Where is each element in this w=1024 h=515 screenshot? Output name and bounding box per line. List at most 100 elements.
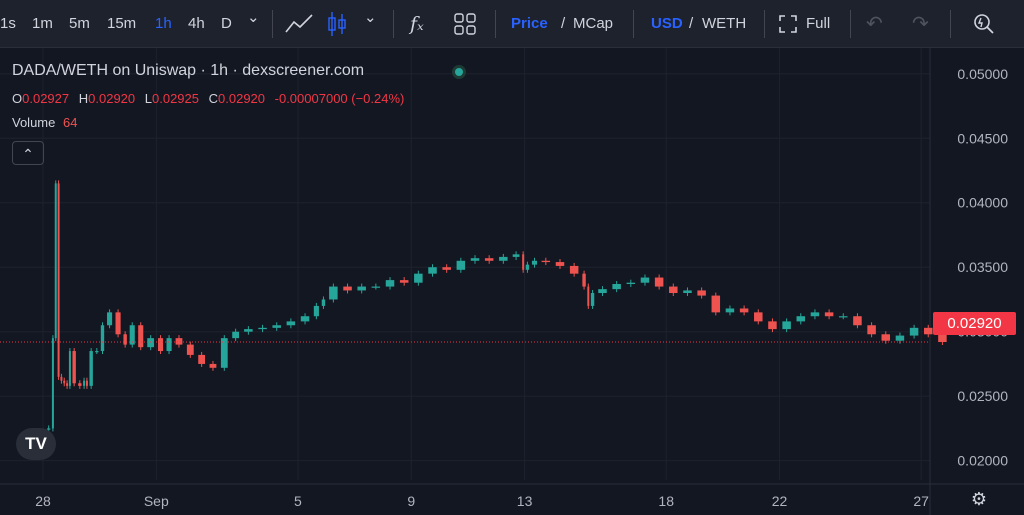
divider	[272, 10, 273, 38]
candle-body	[442, 267, 451, 270]
candle-body	[209, 363, 217, 368]
price-toggle[interactable]: Price	[511, 15, 548, 32]
layout-grid-icon[interactable]	[454, 13, 476, 35]
candle-body	[57, 183, 60, 377]
candle-body	[697, 290, 706, 296]
candle-type-icon[interactable]	[326, 10, 348, 38]
candle-body	[399, 280, 409, 283]
divider	[393, 10, 394, 38]
candle-body	[258, 327, 267, 330]
candle-body	[456, 260, 466, 270]
candle-body	[147, 338, 155, 348]
interval-1m[interactable]: 1m	[32, 15, 53, 32]
interval-4h[interactable]: 4h	[188, 15, 205, 32]
candle-body	[166, 338, 172, 352]
candle-body	[881, 334, 891, 341]
divider	[764, 10, 765, 38]
candle-body	[909, 327, 919, 336]
candle-body	[272, 325, 281, 328]
weth-toggle[interactable]: WETH	[702, 15, 747, 32]
candle-body	[129, 325, 135, 345]
undo-icon[interactable]: ↶	[866, 13, 883, 35]
candle-body	[414, 273, 423, 283]
candle-body	[754, 312, 763, 322]
interval-15m[interactable]: 15m	[107, 15, 137, 32]
candle-body	[768, 321, 777, 330]
candle-body	[175, 338, 183, 345]
candle-body	[796, 316, 806, 322]
candle-body	[329, 286, 338, 300]
candle-body	[286, 321, 296, 326]
candle-body	[115, 312, 121, 335]
y-tick-label: 0.02500	[957, 388, 1008, 404]
y-tick-label: 0.05000	[957, 66, 1008, 82]
candle-body	[839, 316, 848, 318]
candle-body	[186, 344, 194, 355]
divider	[633, 10, 634, 38]
interval-1s[interactable]: 1s	[0, 15, 16, 32]
candle-body	[89, 351, 93, 386]
usd-weth-separator: /	[689, 15, 694, 32]
interval-d[interactable]: D	[221, 15, 232, 32]
line-tool-icon[interactable]	[284, 12, 316, 36]
candle-body	[68, 351, 71, 386]
high-key: H	[78, 91, 89, 106]
x-tick-label: 27	[913, 493, 929, 509]
usd-toggle[interactable]: USD	[651, 15, 683, 32]
price-mcap-separator: /	[561, 15, 566, 32]
screenshot-icon[interactable]	[972, 12, 996, 36]
high-value: 0.02920	[88, 91, 136, 106]
chart-title: DADA/WETH on Uniswap · 1h · dexscreener.…	[12, 62, 365, 79]
open-value: 0.02927	[22, 91, 70, 106]
y-tick-label: 0.02000	[957, 453, 1008, 469]
x-tick-label: 28	[35, 493, 51, 509]
volume-legend: Volume 64	[12, 115, 77, 130]
candle-body	[220, 338, 228, 368]
indicators-fx-icon[interactable]: fₓ	[410, 13, 424, 35]
candle-body	[895, 335, 905, 341]
full-button[interactable]: Full	[806, 15, 831, 32]
candle-body	[83, 380, 86, 386]
candle-body	[100, 325, 105, 352]
candle-body	[555, 262, 565, 266]
candle-body	[123, 334, 127, 345]
open-key: O	[12, 91, 23, 106]
candle-body	[232, 331, 240, 339]
candle-body	[782, 321, 791, 330]
candle-body	[66, 383, 69, 386]
candle-body	[385, 280, 395, 287]
settings-gear-icon[interactable]: ⚙	[970, 489, 988, 509]
interval-5m[interactable]: 5m	[69, 15, 90, 32]
candle-body	[725, 308, 735, 313]
chart-type-chevron-down-icon[interactable]: ⌄	[364, 9, 377, 26]
mcap-toggle[interactable]: MCap	[573, 15, 614, 32]
candle-body	[470, 258, 480, 261]
candle-body	[63, 380, 66, 384]
y-tick-label: 0.04000	[957, 195, 1008, 211]
candle-body	[72, 351, 76, 384]
interval-1h[interactable]: 1h	[155, 15, 172, 32]
candle-body	[46, 428, 51, 430]
candle-body	[654, 277, 664, 287]
candle-body	[522, 254, 525, 270]
candle-body	[853, 316, 862, 326]
redo-icon[interactable]: ↷	[912, 13, 929, 35]
market-open-indicator	[452, 65, 466, 79]
candle-body	[598, 289, 607, 294]
fullscreen-icon[interactable]	[779, 15, 797, 33]
volume-label: Volume	[12, 115, 56, 130]
candle-body	[824, 312, 834, 317]
candle-body	[321, 299, 326, 306]
divider	[495, 10, 496, 38]
candle-body	[582, 273, 586, 287]
candle-body	[95, 351, 99, 353]
tradingview-logo[interactable]: TV	[16, 428, 56, 460]
change-value: -0.00007000 (−0.24%)	[274, 91, 405, 106]
interval-chevron-down-icon[interactable]: ⌄	[247, 9, 260, 26]
price-chart[interactable]: 0.050000.045000.040000.035000.030000.025…	[0, 48, 1024, 515]
candle-body	[138, 325, 144, 348]
candle-body	[313, 305, 319, 317]
volume-value: 64	[63, 115, 78, 130]
candle-body	[60, 376, 63, 381]
collapse-legend-button[interactable]: ⌃	[12, 141, 44, 165]
